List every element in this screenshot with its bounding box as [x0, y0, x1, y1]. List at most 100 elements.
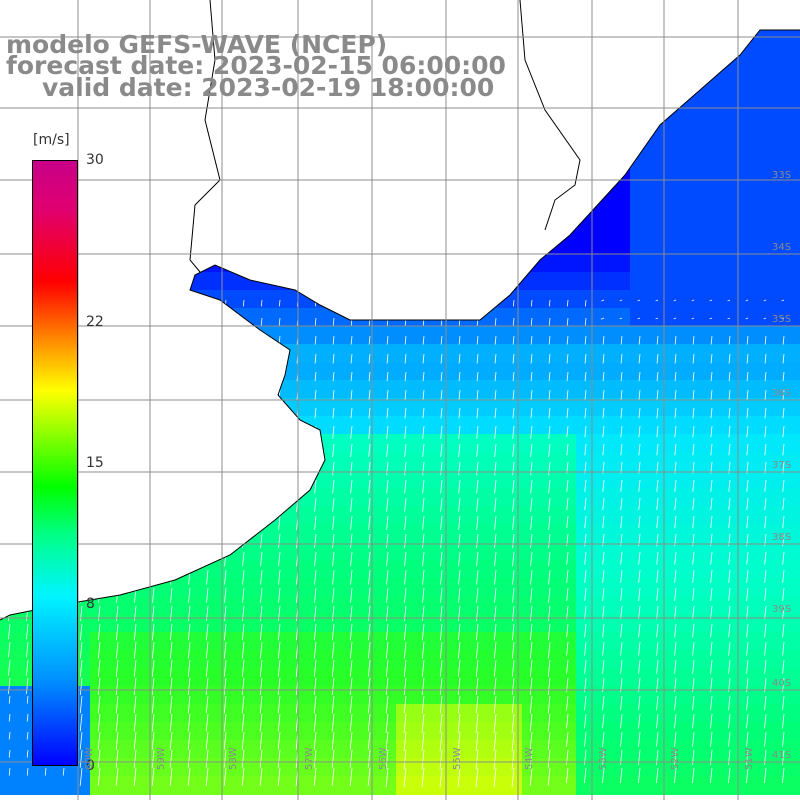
speed-cell: [486, 362, 505, 381]
wind-arrow: [205, 623, 209, 641]
wind-arrow: [440, 371, 443, 382]
speed-cell: [702, 128, 721, 147]
speed-cell: [270, 776, 289, 795]
speed-cell: [648, 632, 667, 651]
wind-arrow: [692, 605, 695, 620]
wind-arrow: [710, 443, 713, 456]
wind-arrow: [458, 587, 461, 603]
speed-cell: [180, 758, 199, 777]
wind-arrow: [277, 713, 281, 732]
speed-cell: [522, 560, 541, 579]
speed-cell: [576, 542, 595, 561]
speed-cell: [144, 722, 163, 741]
speed-cell: [738, 254, 757, 273]
speed-cell: [792, 668, 800, 687]
speed-cell: [720, 362, 739, 381]
wind-arrow: [386, 551, 389, 567]
wind-arrow: [692, 353, 695, 364]
speed-cell: [792, 740, 800, 759]
speed-cell: [702, 362, 721, 381]
speed-cell: [738, 344, 757, 363]
speed-cell: [774, 542, 793, 561]
speed-cell: [720, 344, 739, 363]
speed-cell: [90, 596, 109, 615]
speed-cell: [468, 686, 487, 705]
longitude-label: 54W: [524, 747, 535, 770]
speed-cell: [396, 398, 415, 417]
speed-cell: [630, 470, 649, 489]
speed-cell: [180, 704, 199, 723]
wind-arrow: [422, 335, 425, 345]
speed-cell: [684, 542, 703, 561]
wind-arrow: [223, 641, 227, 659]
speed-cell: [486, 686, 505, 705]
wind-arrow: [422, 515, 425, 530]
speed-cell: [522, 632, 541, 651]
speed-cell: [414, 434, 433, 453]
speed-cell: [414, 758, 433, 777]
wind-arrow: [349, 731, 353, 750]
speed-cell: [738, 722, 757, 741]
wind-arrow: [241, 713, 245, 732]
speed-cell: [342, 668, 361, 687]
speed-cell: [522, 326, 541, 345]
wind-arrow: [440, 443, 443, 458]
speed-cell: [594, 254, 613, 273]
wind-arrow: [350, 389, 353, 400]
speed-cell: [486, 398, 505, 417]
speed-cell: [684, 776, 703, 795]
speed-cell: [414, 596, 433, 615]
wind-arrow: [655, 317, 659, 320]
speed-cell: [378, 614, 397, 633]
speed-cell: [648, 362, 667, 381]
speed-cell: [558, 362, 577, 381]
speed-cell: [378, 470, 397, 489]
wind-arrow: [764, 587, 767, 602]
speed-cell: [702, 92, 721, 111]
wind-arrow: [259, 695, 263, 714]
wind-arrow: [511, 731, 515, 752]
speed-cell: [666, 578, 685, 597]
speed-cell: [738, 686, 757, 705]
wind-arrow: [584, 353, 587, 364]
wind-arrow: [548, 497, 551, 512]
speed-cell: [126, 722, 145, 741]
speed-cell: [252, 308, 271, 327]
wind-arrow: [187, 677, 191, 695]
wind-arrow: [656, 551, 659, 565]
speed-cell: [522, 470, 541, 489]
speed-cell: [792, 704, 800, 723]
speed-cell: [468, 362, 487, 381]
wind-arrow: [530, 335, 533, 345]
wind-arrow: [314, 407, 317, 419]
speed-cell: [270, 524, 289, 543]
speed-cell: [702, 146, 721, 165]
wind-arrow: [439, 749, 443, 770]
wind-arrow: [458, 569, 461, 585]
speed-cell: [738, 596, 757, 615]
speed-cell: [666, 380, 685, 399]
speed-cell: [792, 308, 800, 327]
speed-cell: [612, 506, 631, 525]
wind-arrow: [332, 515, 335, 530]
wind-arrow: [745, 299, 749, 302]
speed-cell: [360, 470, 379, 489]
speed-cell: [648, 560, 667, 579]
wind-arrow: [133, 731, 137, 750]
speed-cell: [630, 218, 649, 237]
wind-arrow: [548, 587, 551, 603]
speed-cell: [756, 686, 775, 705]
speed-cell: [270, 578, 289, 597]
wind-arrow: [260, 587, 263, 603]
wind-arrow: [205, 641, 209, 659]
wind-arrow: [656, 605, 659, 620]
wind-arrow: [494, 425, 497, 439]
wind-arrow: [313, 749, 317, 768]
speed-cell: [720, 398, 739, 417]
wind-arrow: [512, 353, 515, 364]
wind-arrow: [404, 389, 407, 400]
speed-cell: [396, 416, 415, 435]
wind-arrow: [710, 713, 713, 729]
wind-arrow: [385, 659, 389, 677]
